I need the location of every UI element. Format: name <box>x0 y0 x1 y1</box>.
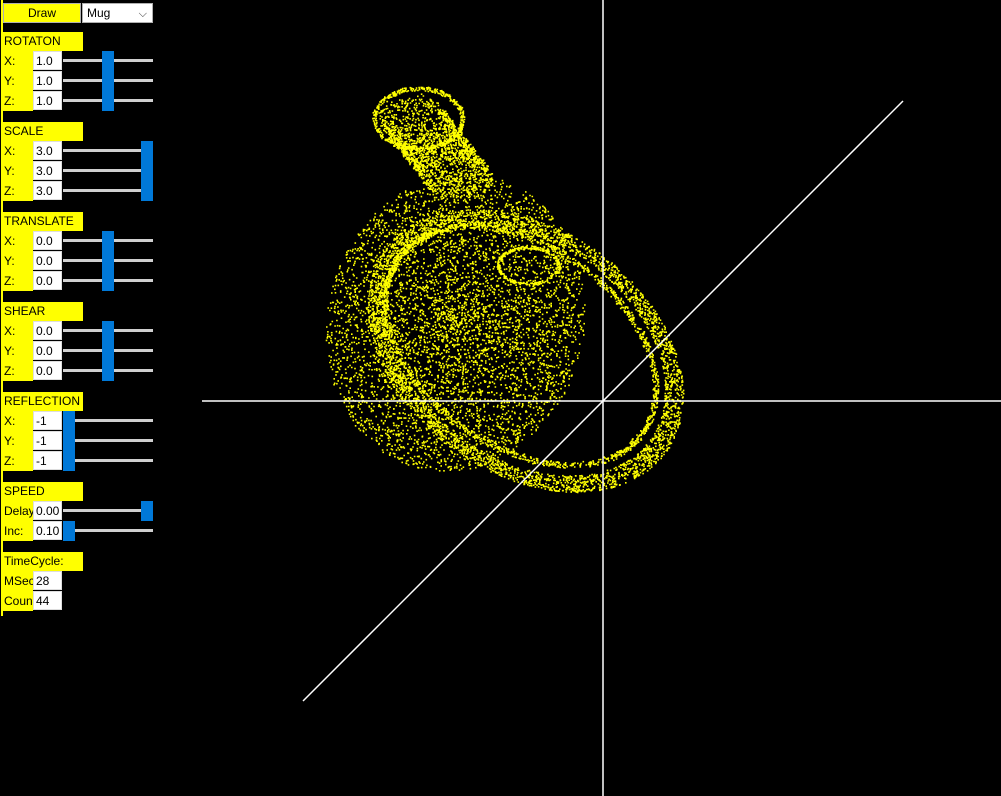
model-select[interactable]: Mug ⌵ <box>82 3 153 23</box>
scale-x-slider-thumb[interactable] <box>141 141 153 161</box>
shear-x-slider[interactable] <box>63 321 153 341</box>
shear-y-label: Y: <box>3 341 33 361</box>
inc-slider[interactable] <box>63 521 153 541</box>
shear-y-slider-thumb[interactable] <box>102 341 114 361</box>
count-label: Coun <box>3 591 33 611</box>
reflection-x-label: X: <box>3 411 33 431</box>
scale-x-input[interactable]: 3.0 <box>33 141 62 160</box>
reflection-z-slider-track <box>63 459 153 462</box>
rotation-header: ROTATON <box>3 32 83 51</box>
rotation-y-slider-thumb[interactable] <box>102 71 114 91</box>
inc-label: Inc: <box>3 521 33 541</box>
reflection-x-slider-track <box>63 419 153 422</box>
scale-x-slider[interactable] <box>63 141 153 161</box>
delay-slider-thumb[interactable] <box>141 501 153 521</box>
rotation-x-slider-thumb[interactable] <box>102 51 114 71</box>
translate-y-slider-thumb[interactable] <box>102 251 114 271</box>
chevron-down-icon: ⌵ <box>138 8 147 20</box>
model-select-value: Mug <box>87 6 111 20</box>
draw-button[interactable]: Draw <box>3 3 81 23</box>
rotation-x-slider[interactable] <box>63 51 153 71</box>
inc-slider-track <box>63 529 153 532</box>
scale-x-slider-track <box>63 149 153 152</box>
rotation-y-input[interactable]: 1.0 <box>33 71 62 90</box>
shear-z-label: Z: <box>3 361 33 381</box>
panel-edge <box>1 0 3 616</box>
inc-slider-thumb[interactable] <box>63 521 75 541</box>
shear-z-slider-thumb[interactable] <box>102 361 114 381</box>
rotation-z-slider[interactable] <box>63 91 153 111</box>
scale-y-slider-track <box>63 169 153 172</box>
scale-x-label: X: <box>3 141 33 161</box>
translate-x-slider-thumb[interactable] <box>102 231 114 251</box>
reflection-x-slider[interactable] <box>63 411 153 431</box>
reflection-x-input[interactable]: -1 <box>33 411 62 430</box>
translate-x-label: X: <box>3 231 33 251</box>
reflection-x-slider-thumb[interactable] <box>63 411 75 431</box>
delay-label: Delay <box>3 501 33 521</box>
count-value: 44 <box>33 591 62 610</box>
reflection-y-slider[interactable] <box>63 431 153 451</box>
scale-y-slider[interactable] <box>63 161 153 181</box>
reflection-header: REFLECTION <box>3 392 83 411</box>
scale-y-slider-thumb[interactable] <box>141 161 153 181</box>
rotation-z-input[interactable]: 1.0 <box>33 91 62 110</box>
shear-x-slider-thumb[interactable] <box>102 321 114 341</box>
reflection-z-input[interactable]: -1 <box>33 451 62 470</box>
speed-header: SPEED <box>3 482 83 501</box>
timecycle-header: TimeCycle: <box>3 552 83 571</box>
translate-y-label: Y: <box>3 251 33 271</box>
delay-slider-track <box>63 509 153 512</box>
scale-y-label: Y: <box>3 161 33 181</box>
reflection-y-slider-thumb[interactable] <box>63 431 75 451</box>
scale-z-input[interactable]: 3.0 <box>33 181 62 200</box>
rotation-x-label: X: <box>3 51 33 71</box>
rotation-y-slider[interactable] <box>63 71 153 91</box>
shear-y-slider[interactable] <box>63 341 153 361</box>
mug-points <box>325 86 685 494</box>
reflection-z-slider-thumb[interactable] <box>63 451 75 471</box>
scale-z-slider[interactable] <box>63 181 153 201</box>
reflection-y-input[interactable]: -1 <box>33 431 62 450</box>
mug-point-cloud <box>325 86 685 494</box>
scale-z-slider-track <box>63 189 153 192</box>
delay-slider[interactable] <box>63 501 153 521</box>
translate-z-input[interactable]: 0.0 <box>33 271 62 290</box>
shear-x-label: X: <box>3 321 33 341</box>
translate-z-label: Z: <box>3 271 33 291</box>
rotation-y-label: Y: <box>3 71 33 91</box>
translate-header: TRANSLATE <box>3 212 83 231</box>
reflection-y-label: Y: <box>3 431 33 451</box>
scale-z-slider-thumb[interactable] <box>141 181 153 201</box>
msec-value: 28 <box>33 571 62 590</box>
reflection-z-slider[interactable] <box>63 451 153 471</box>
shear-z-slider[interactable] <box>63 361 153 381</box>
scale-z-label: Z: <box>3 181 33 201</box>
rotation-z-label: Z: <box>3 91 33 111</box>
shear-x-input[interactable]: 0.0 <box>33 321 62 340</box>
translate-x-input[interactable]: 0.0 <box>33 231 62 250</box>
delay-input[interactable]: 0.00 <box>33 501 62 520</box>
shear-z-input[interactable]: 0.0 <box>33 361 62 380</box>
translate-y-input[interactable]: 0.0 <box>33 251 62 270</box>
translate-y-slider[interactable] <box>63 251 153 271</box>
z-axis-line <box>302 100 904 702</box>
translate-x-slider[interactable] <box>63 231 153 251</box>
inc-input[interactable]: 0.10 <box>33 521 62 540</box>
rotation-x-input[interactable]: 1.0 <box>33 51 62 70</box>
shear-header: SHEAR <box>3 302 83 321</box>
reflection-z-label: Z: <box>3 451 33 471</box>
scale-header: SCALE <box>3 122 83 141</box>
translate-z-slider[interactable] <box>63 271 153 291</box>
scale-y-input[interactable]: 3.0 <box>33 161 62 180</box>
shear-y-input[interactable]: 0.0 <box>33 341 62 360</box>
rotation-z-slider-thumb[interactable] <box>102 91 114 111</box>
reflection-y-slider-track <box>63 439 153 442</box>
translate-z-slider-thumb[interactable] <box>102 271 114 291</box>
msec-label: MSec <box>3 571 33 591</box>
